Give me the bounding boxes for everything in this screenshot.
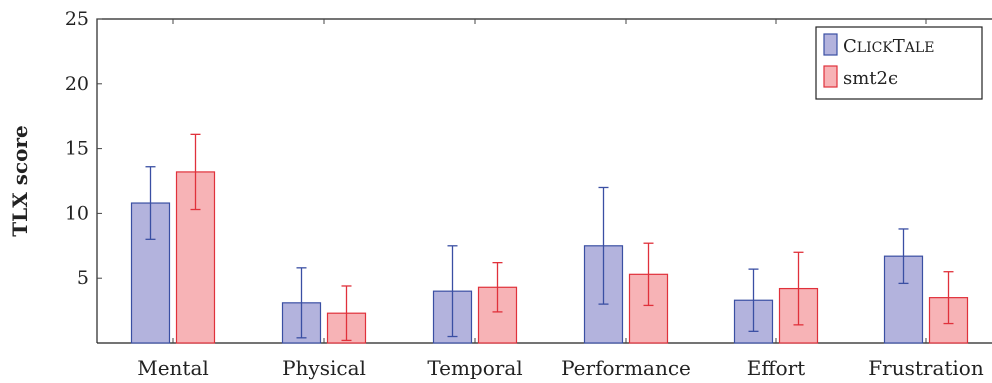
- category-label: Frustration: [868, 356, 984, 380]
- y-tick-label: 25: [65, 8, 89, 30]
- category-label: Effort: [747, 356, 805, 380]
- category-label: Performance: [561, 356, 691, 380]
- legend-box: [815, 26, 983, 100]
- y-tick-label: 10: [65, 202, 89, 224]
- legend: CLICKTALE smt2ϵ: [815, 26, 983, 100]
- legend-label-clicktale: CLICKTALE: [843, 36, 934, 57]
- legend-swatch-clicktale: [823, 33, 838, 56]
- bar-smt2e-performance: [628, 273, 669, 344]
- category-label: Mental: [137, 356, 209, 380]
- y-tick-label: 5: [77, 267, 89, 289]
- y-tick-label: 20: [65, 73, 89, 95]
- y-axis-label: TLX score: [8, 125, 32, 236]
- y-tick-label: 15: [65, 138, 89, 160]
- category-label: Temporal: [427, 356, 522, 380]
- y-ticks: 5 10 15 20 25: [65, 8, 102, 289]
- error-bars: [145, 133, 954, 342]
- x-ticks: Mental Physical Temporal Performance Effort F…: [137, 19, 984, 380]
- category-label: Physical: [282, 356, 366, 380]
- legend-label-smt2e: smt2ϵ: [843, 68, 898, 89]
- legend-swatch-smt2e: [823, 65, 838, 88]
- bars: [130, 171, 969, 344]
